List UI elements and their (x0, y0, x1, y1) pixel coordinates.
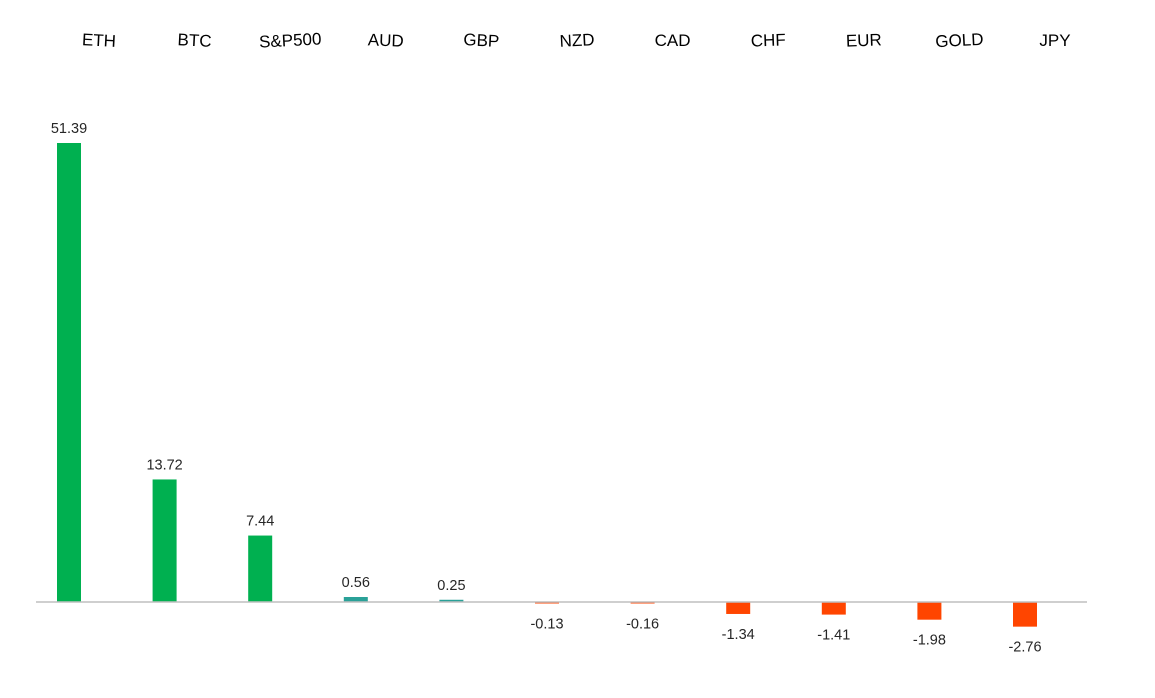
value-label-btc: 13.72 (146, 457, 182, 473)
category-label-btc: BTC (177, 30, 212, 51)
value-label-chf: -1.34 (722, 627, 755, 643)
value-label-eur: -1.41 (817, 628, 850, 644)
value-label-eth: 51.39 (51, 121, 87, 137)
category-label-nzd: NZD (559, 30, 595, 51)
value-label-nzd: -0.13 (530, 617, 563, 633)
value-label-s-p500: 7.44 (246, 514, 274, 530)
bar-btc (152, 479, 177, 602)
category-label-chf: CHF (750, 30, 786, 50)
value-label-gbp: 0.25 (437, 578, 465, 594)
bar-s-p500 (248, 535, 273, 602)
category-label-eur: EUR (846, 30, 883, 50)
bar-jpy (1013, 602, 1037, 627)
category-label-gold: GOLD (935, 30, 984, 51)
value-label-cad: -0.16 (626, 617, 659, 633)
category-labels: ETH BTC S&P500 AUD GBP NZD CAD CHF EUR GOLD JPY (81, 29, 1070, 51)
bar-eth (57, 143, 81, 602)
value-label-jpy: -2.76 (1008, 640, 1041, 656)
category-label-cad: CAD (655, 31, 691, 50)
bar-gbp (439, 599, 464, 602)
bar-eur (821, 602, 846, 615)
category-label-eth: ETH (81, 30, 116, 51)
category-label-aud: AUD (368, 30, 405, 50)
category-label-jpy: JPY (1039, 31, 1070, 50)
category-label-s-p500: S&P500 (259, 29, 322, 51)
bar-chf (726, 602, 751, 614)
bars (57, 143, 1037, 627)
category-label-gbp: GBP (463, 30, 500, 51)
bar-aud (343, 596, 368, 602)
value-label-gold: -1.98 (913, 633, 946, 649)
bar-gold (917, 602, 942, 620)
value-label-aud: 0.56 (342, 575, 370, 591)
value-labels: 51.39 13.72 7.44 0.56 0.25 -0.13 -0.16 -1.34 -1.… (51, 121, 1042, 656)
